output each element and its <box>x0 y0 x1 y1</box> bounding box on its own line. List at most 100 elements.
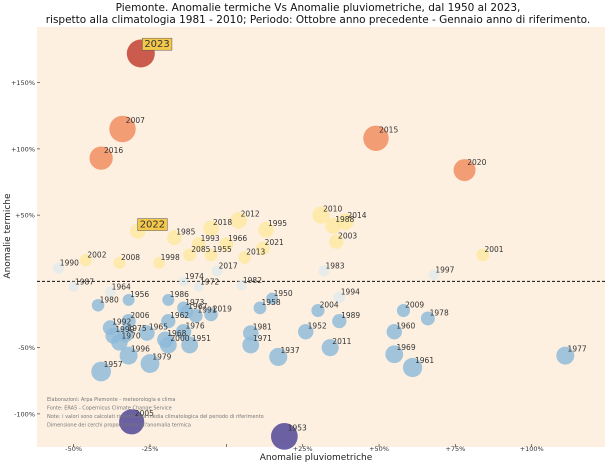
point-label-2014: 2014 <box>347 211 366 220</box>
point-label-1958: 1958 <box>262 298 281 307</box>
bubble-2015 <box>363 125 389 152</box>
point-labels: 1974 1982 1972 1987 1997 2017 1983 1964 1990 1994… <box>60 37 587 432</box>
point-label-1971: 1971 <box>253 334 272 343</box>
point-label-1995: 1995 <box>268 219 287 228</box>
point-label-2085: 2085 <box>191 245 210 254</box>
bubble-1993 <box>191 237 206 252</box>
bubble-2085 <box>183 248 197 262</box>
point-label-1996: 1996 <box>131 345 150 354</box>
x-tick-label: -50% <box>65 445 82 453</box>
bubble-1991 <box>188 308 203 323</box>
bubble-1987 <box>68 281 79 292</box>
point-label-1991: 1991 <box>198 306 217 315</box>
point-label-2001: 2001 <box>484 245 503 254</box>
point-label-2012: 2012 <box>241 210 260 219</box>
bubble-2013 <box>238 251 251 264</box>
y-tick-label: +150% <box>11 79 35 87</box>
chart-note: Note: i valori sono calcolati rispetto a… <box>47 414 264 420</box>
bubble-1958 <box>253 301 267 315</box>
x-tick-label: +25% <box>293 445 313 453</box>
point-label-2008: 2008 <box>121 253 140 262</box>
bubble-1996 <box>119 346 138 365</box>
x-tick-label: +50% <box>369 445 389 453</box>
point-label-1998: 1998 <box>161 253 180 262</box>
point-label-1969: 1969 <box>397 343 416 352</box>
point-label-1974: 1974 <box>185 272 204 281</box>
x-tick-label: +75% <box>445 445 465 453</box>
bubble-1962 <box>161 313 176 329</box>
bubble-1988 <box>325 217 342 234</box>
bubble-1998 <box>153 256 166 269</box>
y-tick-label: +100% <box>11 145 35 153</box>
bubble-1951 <box>181 336 199 354</box>
point-label-2021: 2021 <box>265 238 284 247</box>
bubble-1950 <box>266 292 279 305</box>
bubble-1961 <box>402 357 423 378</box>
chart-title: Piemonte. Anomalie termiche Vs Anomalie … <box>116 2 521 14</box>
point-label-1951: 1951 <box>192 334 211 343</box>
bubble-1982 <box>236 280 247 291</box>
bubble-2019 <box>204 307 218 322</box>
chart-notes: Elaborazioni: Arpa Piemonte - meteorolog… <box>47 397 264 429</box>
point-label-1960: 1960 <box>396 321 415 330</box>
y-tick-labels: +150% +100% +50% -50% -100% <box>11 79 40 418</box>
point-label-2013: 2013 <box>246 248 265 257</box>
bubble-1997 <box>428 269 440 281</box>
point-label-1988: 1988 <box>335 215 354 224</box>
bubbles <box>52 39 575 450</box>
bubble-1956 <box>122 293 135 306</box>
bubble-1976 <box>175 324 192 340</box>
point-label-1989: 1989 <box>341 311 360 320</box>
point-label-2002: 2002 <box>87 250 106 259</box>
x-tick-label: -25% <box>142 445 159 453</box>
point-label-1977: 1977 <box>568 345 587 354</box>
bubble-2020 <box>453 159 476 182</box>
point-label-1937: 1937 <box>281 346 300 355</box>
bubble-1952 <box>298 324 314 340</box>
point-label-1964: 1964 <box>112 282 131 291</box>
point-label-2020: 2020 <box>467 158 486 167</box>
point-label-1965: 1965 <box>149 323 168 332</box>
point-label-1983: 1983 <box>325 261 344 270</box>
point-label-2006: 2006 <box>130 311 149 320</box>
point-label-1956: 1956 <box>130 290 149 299</box>
bubble-2012 <box>230 212 247 229</box>
chart-note: Elaborazioni: Arpa Piemonte - meteorolog… <box>47 397 176 403</box>
point-label-1953: 1953 <box>288 423 307 432</box>
bubble-2005 <box>119 409 145 435</box>
bubble-1960 <box>386 324 403 340</box>
point-label-2007: 2007 <box>126 116 145 125</box>
point-label-1993: 1993 <box>201 234 220 243</box>
y-tick-label: -50% <box>18 344 35 352</box>
point-label-2015: 2015 <box>379 126 398 135</box>
bubble-1980 <box>91 298 105 312</box>
point-label-1990: 1990 <box>60 259 79 268</box>
x-axis-label: Anomalie pluviometriche <box>260 453 373 463</box>
point-label-2016: 2016 <box>104 146 123 155</box>
y-tick-label: +50% <box>15 212 35 220</box>
bubble-1979 <box>140 354 160 373</box>
bubble-1983 <box>318 265 330 277</box>
bubble-1966 <box>219 237 234 252</box>
chart-subtitle: rispetto alla climatologia 1981 - 2010; … <box>46 14 591 26</box>
point-label-2004: 2004 <box>320 301 339 310</box>
point-label-1979: 1979 <box>152 352 171 361</box>
point-label-1972: 1972 <box>200 277 219 286</box>
point-label-1955: 1955 <box>213 245 232 254</box>
point-label-2005: 2005 <box>135 409 154 418</box>
bubble-1965 <box>139 325 155 341</box>
bubble-1957 <box>91 361 111 382</box>
bubble-1964 <box>104 286 116 298</box>
point-label-1973: 1973 <box>185 298 204 307</box>
bubble-1970 <box>111 334 128 351</box>
bubble-1953 <box>270 423 298 450</box>
x-tick-label: +100% <box>520 445 544 453</box>
bubble-1978 <box>420 311 435 326</box>
point-label-1985: 1985 <box>176 227 195 236</box>
point-label-1961: 1961 <box>415 356 434 365</box>
point-label-1976: 1976 <box>186 321 205 330</box>
point-label-1950: 1950 <box>274 289 293 298</box>
point-label-1986: 1986 <box>170 290 189 299</box>
plot-area <box>37 27 605 447</box>
point-label-2003: 2003 <box>338 231 357 240</box>
